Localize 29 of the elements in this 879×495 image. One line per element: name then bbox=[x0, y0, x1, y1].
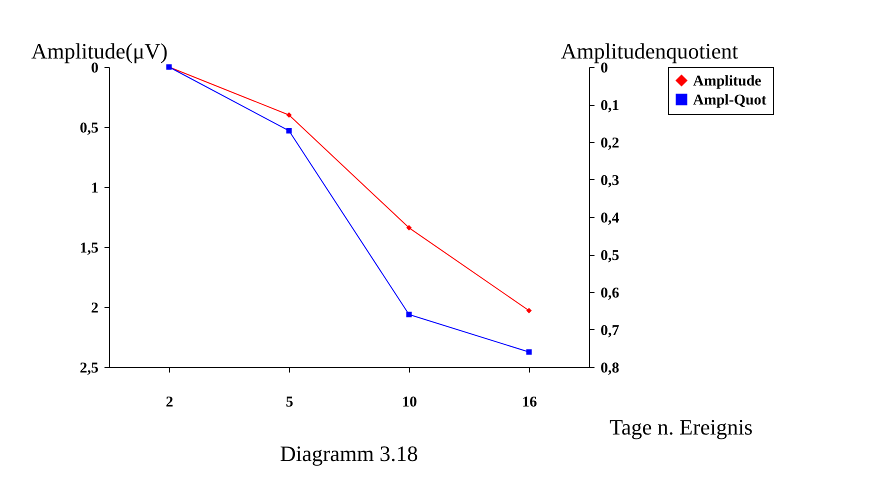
y-tick-label: 0 bbox=[91, 60, 98, 76]
y2-tick-label: 0,2 bbox=[600, 136, 620, 152]
y2-tick-label: 0,6 bbox=[600, 286, 620, 302]
y2-tick-label: 0,3 bbox=[600, 173, 620, 189]
y-tick-label: 0,5 bbox=[80, 120, 98, 136]
x-axis-title: Tage n. Ereignis bbox=[610, 414, 753, 440]
y2-tick-label: 0,8 bbox=[600, 360, 620, 376]
point bbox=[526, 308, 532, 314]
x-tick-label: 5 bbox=[286, 394, 294, 410]
text: Diagramm 3.18 bbox=[280, 441, 418, 466]
point bbox=[286, 112, 292, 118]
y2-tick-label: 0,1 bbox=[600, 98, 620, 114]
point bbox=[406, 225, 412, 231]
y2-tick-label: 0 bbox=[600, 60, 608, 76]
y2-tick-label: 0,5 bbox=[600, 248, 620, 264]
y-axis-title: Amplitude(μV) bbox=[31, 38, 168, 64]
x-tick-label: 2 bbox=[166, 394, 174, 410]
y2-axis-title: Amplitudenquotient bbox=[560, 38, 738, 64]
y-tick-label: 2 bbox=[91, 300, 98, 316]
y-tick-label: 1,5 bbox=[80, 240, 98, 256]
y-tick-label: 1 bbox=[91, 180, 98, 196]
legend-label: Ampl-Quot bbox=[693, 92, 766, 108]
y-tick-label: 2,5 bbox=[80, 360, 98, 376]
point bbox=[286, 128, 292, 134]
x-tick-label: 10 bbox=[402, 394, 417, 410]
y2-tick-label: 0,7 bbox=[600, 323, 620, 339]
x-tick-label: 16 bbox=[522, 394, 538, 410]
y2-tick-label: 0,4 bbox=[600, 210, 620, 226]
legend-label: Amplitude bbox=[693, 74, 762, 90]
